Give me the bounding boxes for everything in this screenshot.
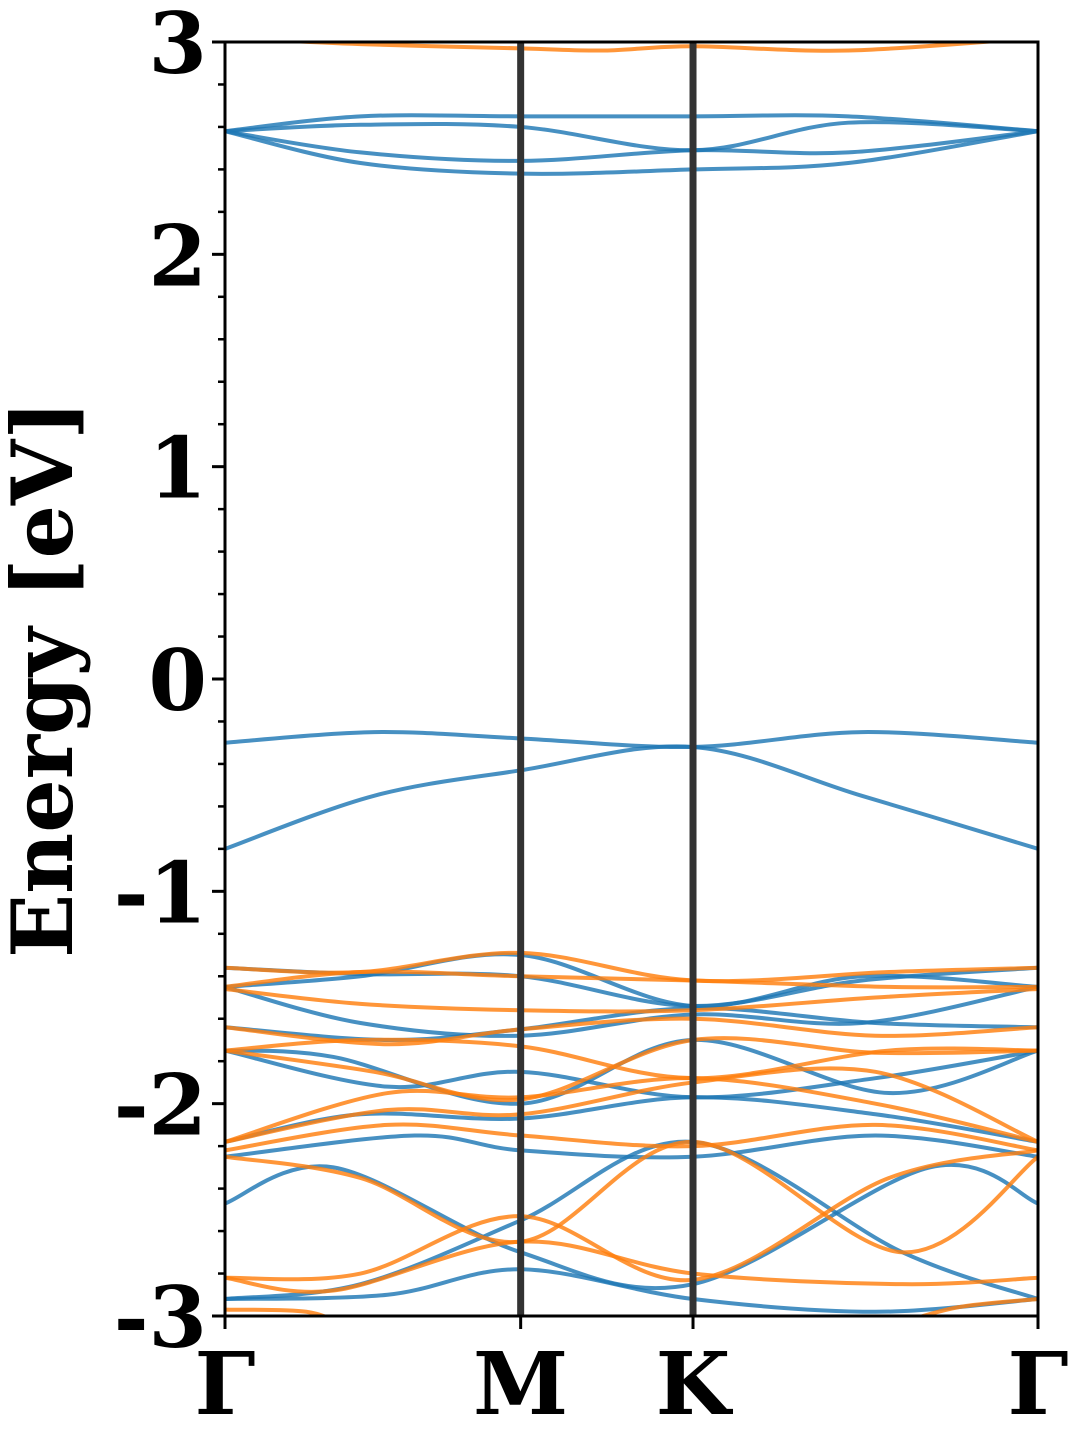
y-tick-label: 1 xyxy=(149,419,207,518)
band-line-spin_a xyxy=(225,113,1038,134)
plot-frame xyxy=(223,40,1040,1318)
y-tick-label: -1 xyxy=(114,843,207,942)
y-tick-label: -3 xyxy=(114,1268,207,1367)
band-line-spin_b xyxy=(225,1307,329,1316)
band-line-spin_b xyxy=(225,1122,1038,1153)
y-axis-title: Energy [eV] xyxy=(0,400,92,958)
band-line-spin_b xyxy=(225,987,1038,1014)
band-line-spin_b xyxy=(225,1148,1038,1283)
y-axis: -3 -2 -1 0 1 2 3 xyxy=(114,0,225,1367)
x-tick-label: Γ xyxy=(194,1334,255,1435)
y-tick-label: 0 xyxy=(149,631,207,730)
band-line-spin_a xyxy=(225,120,1038,153)
band-line-spin_a xyxy=(225,129,1038,176)
band-line-spin_a xyxy=(225,952,1038,1009)
y-tick-label: 2 xyxy=(149,206,207,305)
band-lines xyxy=(225,42,1038,1316)
band-line-spin_a xyxy=(225,1133,1038,1160)
high-symmetry-lines xyxy=(517,42,697,1316)
x-tick-label: K xyxy=(656,1334,734,1435)
band-line-spin_b xyxy=(225,1016,1038,1047)
band-line-spin_b xyxy=(225,1076,1038,1144)
band-line-spin_b xyxy=(269,42,1009,53)
y-tick-label: 3 xyxy=(149,0,207,93)
band-line-spin_b xyxy=(916,1297,1038,1316)
x-tick-label: M xyxy=(473,1334,568,1435)
band-line-spin_a xyxy=(225,744,1038,851)
band-line-spin_b xyxy=(225,969,1038,990)
band-line-spin_a xyxy=(225,1162,1038,1291)
band-line-spin_a xyxy=(225,129,1038,163)
band-line-spin_b xyxy=(225,1037,1038,1081)
band-line-spin_a xyxy=(225,730,1038,750)
band-line-spin_b xyxy=(225,1139,1038,1255)
y-tick-label: -2 xyxy=(114,1056,207,1155)
band-line-spin_a xyxy=(225,1267,1038,1314)
band-line-spin_b xyxy=(225,1239,1038,1294)
x-tick-label: Γ xyxy=(1007,1334,1068,1435)
band-line-spin_b xyxy=(225,1066,1038,1144)
